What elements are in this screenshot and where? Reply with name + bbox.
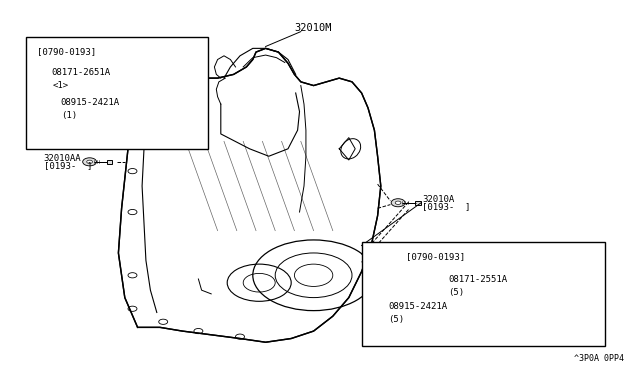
Bar	[166, 70, 172, 75]
Text: 08915-2421A: 08915-2421A	[61, 98, 120, 107]
Text: [0193-  ]: [0193- ]	[44, 161, 92, 170]
Text: 08171-2651A: 08171-2651A	[51, 68, 110, 77]
Circle shape	[87, 160, 93, 164]
Text: 32010AA: 32010AA	[44, 154, 81, 163]
Circle shape	[396, 201, 401, 204]
Text: <1>: <1>	[52, 81, 68, 90]
Text: W: W	[372, 304, 379, 310]
Text: W: W	[45, 100, 51, 105]
Text: 32010M: 32010M	[294, 23, 332, 33]
Circle shape	[178, 68, 193, 77]
Text: (5): (5)	[388, 315, 404, 324]
Text: 08171-2551A: 08171-2551A	[448, 275, 507, 283]
Circle shape	[391, 199, 405, 207]
Text: [0790-0193]: [0790-0193]	[406, 252, 465, 261]
Text: B: B	[433, 276, 438, 282]
Circle shape	[181, 98, 196, 107]
Circle shape	[186, 100, 192, 104]
Bar	[362, 242, 605, 346]
Text: [0193-  ]: [0193- ]	[422, 202, 471, 211]
Text: 32010A: 32010A	[422, 195, 454, 203]
Polygon shape	[118, 48, 381, 342]
Text: (1): (1)	[61, 111, 77, 120]
Circle shape	[83, 158, 97, 166]
Text: ^3P0A 0PP4: ^3P0A 0PP4	[574, 354, 624, 363]
Text: (5): (5)	[448, 288, 464, 296]
Circle shape	[372, 272, 379, 275]
Text: B: B	[37, 70, 42, 76]
Bar	[107, 160, 113, 164]
Bar	[415, 201, 421, 205]
Circle shape	[182, 71, 189, 74]
Circle shape	[368, 269, 383, 278]
Text: [0790-0193]: [0790-0193]	[37, 48, 96, 57]
Bar	[26, 37, 208, 149]
Bar	[406, 271, 412, 276]
Text: 08915-2421A: 08915-2421A	[388, 302, 447, 311]
